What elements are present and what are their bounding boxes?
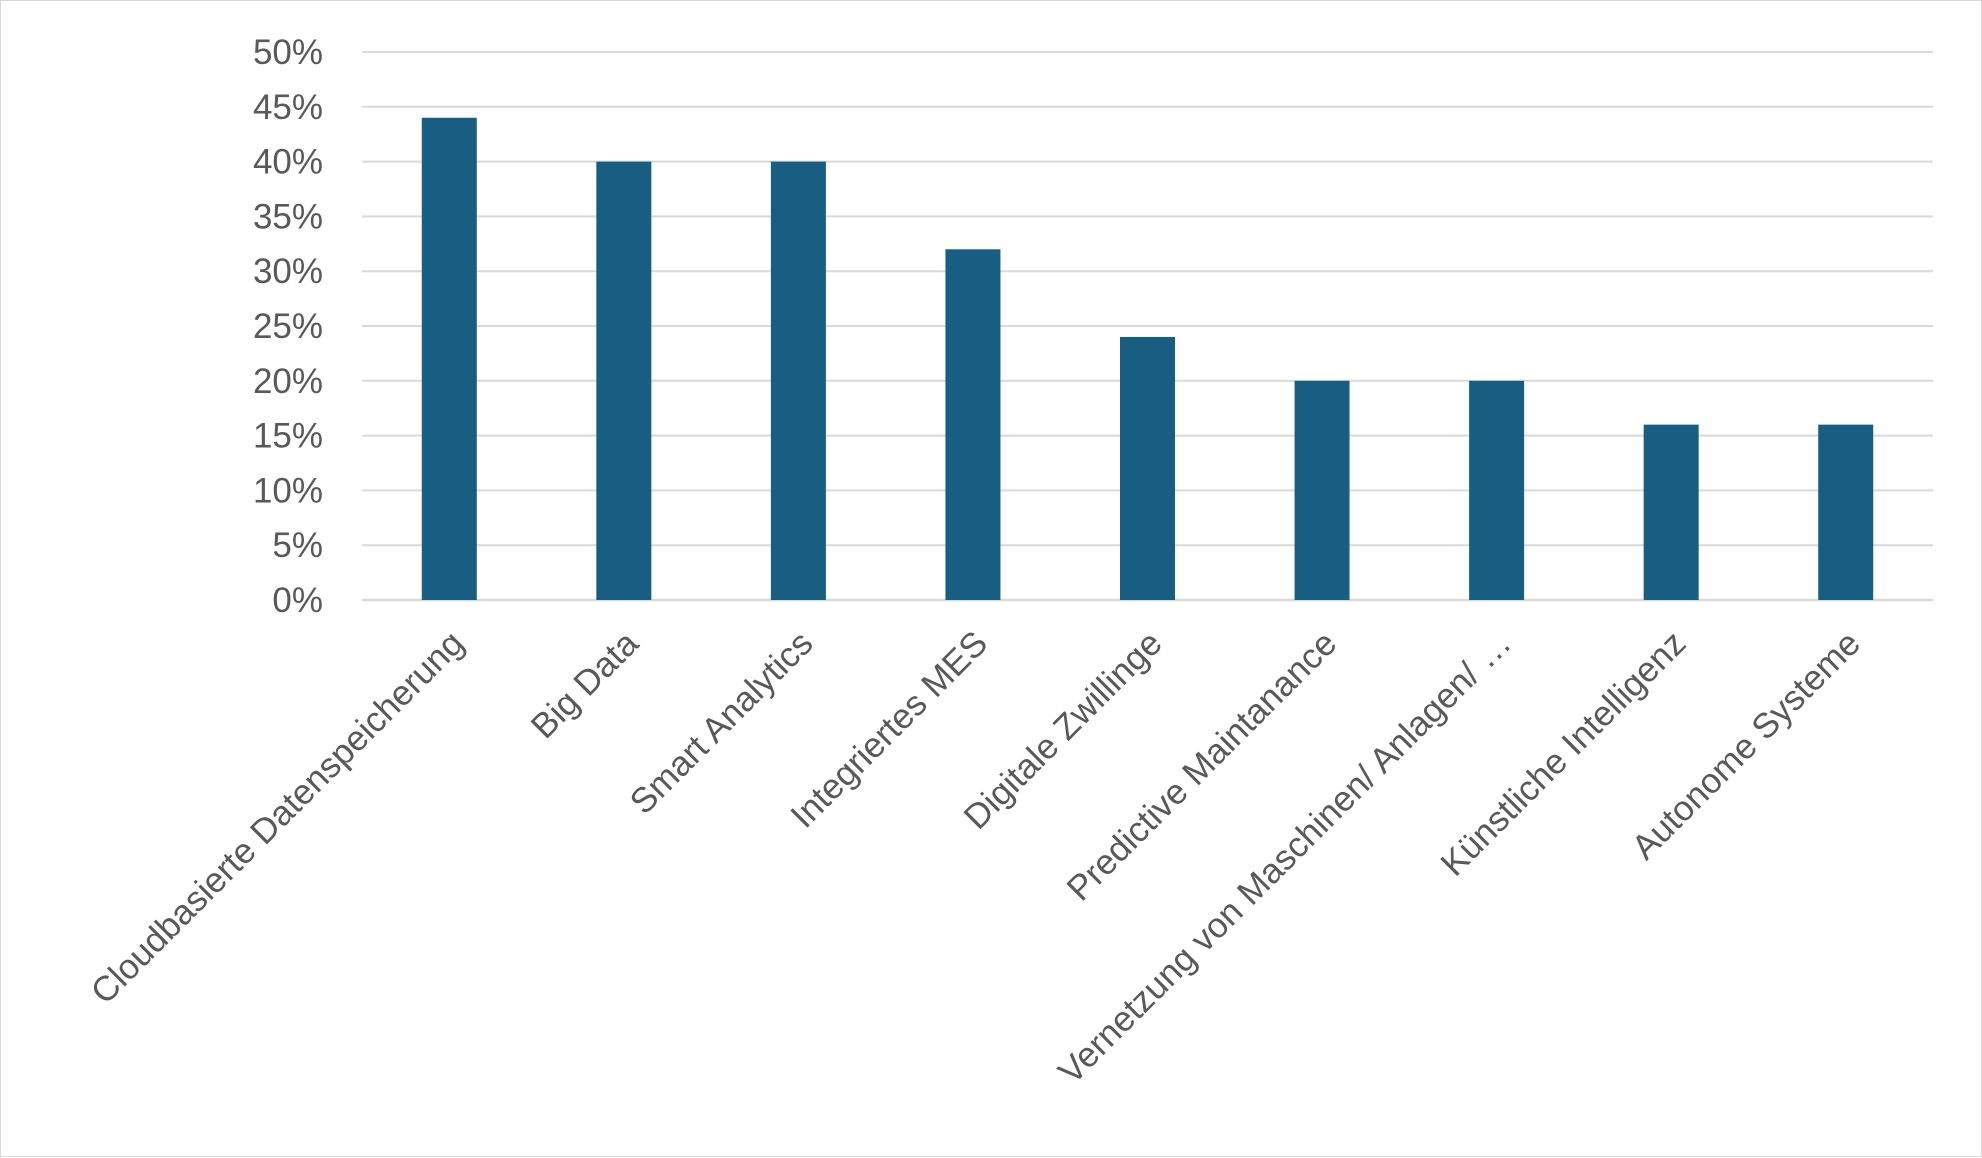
bar [1294, 380, 1350, 600]
bar [1643, 424, 1699, 600]
x-category-label: Cloudbasierte Datenspeicherung [83, 624, 471, 1012]
y-tick-label: 20% [253, 362, 323, 401]
y-tick-label: 10% [253, 471, 323, 510]
bars [421, 117, 1874, 600]
bar [421, 117, 477, 600]
y-tick-label: 35% [253, 197, 323, 236]
y-tick-label: 25% [253, 307, 323, 346]
bar [1818, 424, 1874, 600]
bar [596, 161, 652, 600]
y-tick-label: 5% [272, 526, 323, 565]
x-category-label: Big Data [524, 623, 647, 746]
y-tick-label: 15% [253, 417, 323, 456]
y-tick-label: 50% [253, 33, 323, 72]
bar [1469, 380, 1525, 600]
y-tick-label: 40% [253, 143, 323, 182]
bar [770, 161, 826, 600]
x-axis-labels: Cloudbasierte Datenspeicherung Big DataSm… [83, 623, 1867, 1091]
bar [1120, 336, 1175, 600]
y-axis-ticks: 0% 5% 10% 15% 20% 25% 30% 35% 40% 45% 50% [253, 33, 323, 620]
bar [945, 249, 1001, 600]
y-tick-label: 0% [272, 581, 323, 620]
x-category-label: Smart Analytics [622, 624, 820, 822]
y-tick-label: 45% [253, 88, 323, 127]
y-tick-label: 30% [253, 252, 323, 291]
